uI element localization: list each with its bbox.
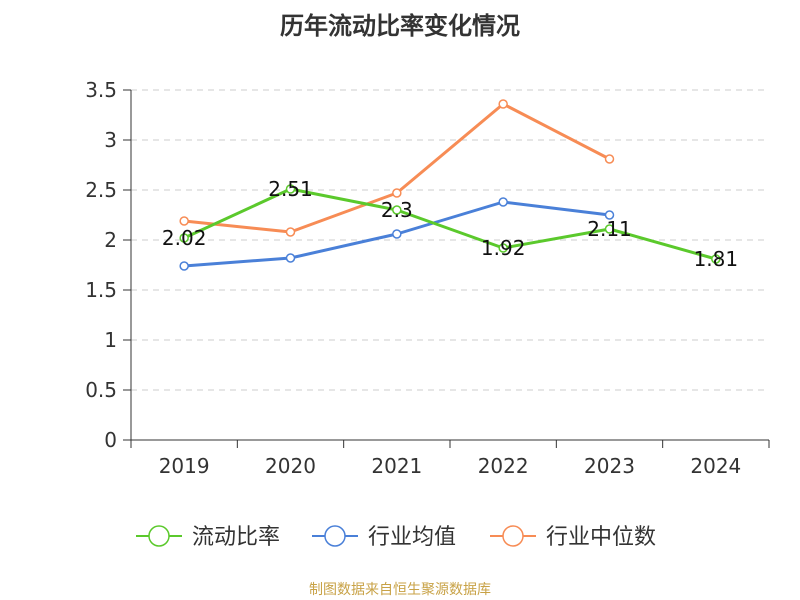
chart-title: 历年流动比率变化情况 — [280, 12, 520, 40]
legend-label: 行业中位数 — [546, 525, 656, 550]
data-point — [179, 261, 189, 271]
y-tick-label: 2 — [104, 228, 117, 252]
data-label: 1.81 — [694, 247, 739, 271]
legend-marker — [502, 525, 524, 547]
data-point — [711, 254, 721, 264]
x-tick-label: 2023 — [584, 454, 635, 478]
x-tick-label: 2024 — [690, 454, 741, 478]
legend[interactable]: 流动比率 行业均值 行业中位数 — [136, 525, 656, 550]
y-tick-label: 0 — [104, 428, 117, 452]
data-label: 2.3 — [381, 198, 413, 222]
data-point — [604, 210, 615, 220]
source-note: 制图数据来自恒生聚源数据库 — [309, 582, 491, 598]
data-point — [392, 229, 402, 239]
legend-item[interactable]: 行业中位数 — [490, 525, 656, 550]
x-tick-label: 2020 — [265, 454, 316, 478]
gridlines — [131, 89, 769, 391]
legend-item[interactable]: 行业均值 — [312, 525, 456, 550]
data-point — [285, 227, 296, 237]
y-tick-label: 0.5 — [85, 378, 117, 402]
legend-marker — [148, 525, 170, 547]
data-point — [392, 205, 402, 215]
y-tick-label: 1.5 — [85, 278, 117, 302]
data-point — [285, 253, 296, 263]
y-tick-label: 3 — [104, 128, 117, 152]
data-point — [179, 216, 189, 226]
series-lines — [179, 99, 721, 271]
legend-label: 行业均值 — [368, 525, 456, 550]
legend-item[interactable]: 流动比率 — [136, 525, 280, 550]
legend-marker — [324, 525, 346, 547]
data-point — [498, 197, 508, 207]
data-point — [179, 233, 189, 243]
x-tick-label: 2022 — [478, 454, 529, 478]
legend-label: 流动比率 — [192, 525, 280, 550]
data-labels: 2.02 2.51 2.3 1.92 2.11 1.81 — [162, 177, 738, 271]
series-line — [183, 187, 717, 261]
x-tick-label: 2021 — [371, 454, 422, 478]
y-tick-label: 2.5 — [85, 178, 117, 202]
data-label: 1.92 — [481, 236, 526, 260]
data-label: 2.51 — [268, 177, 313, 201]
x-tick-label: 2019 — [159, 454, 210, 478]
data-point — [498, 243, 508, 253]
data-label: 2.11 — [587, 217, 632, 241]
data-point — [604, 224, 615, 234]
data-point — [498, 99, 508, 109]
data-point — [285, 184, 296, 194]
data-label: 2.02 — [162, 226, 207, 250]
data-point — [392, 188, 402, 198]
axes: 0 0.5 1 1.5 2 2.5 3 3.5 2019 2020 2021 2022 2023 2024 — [85, 78, 770, 478]
data-point — [604, 154, 615, 164]
y-tick-label: 3.5 — [85, 78, 117, 102]
y-tick-label: 1 — [104, 328, 117, 352]
